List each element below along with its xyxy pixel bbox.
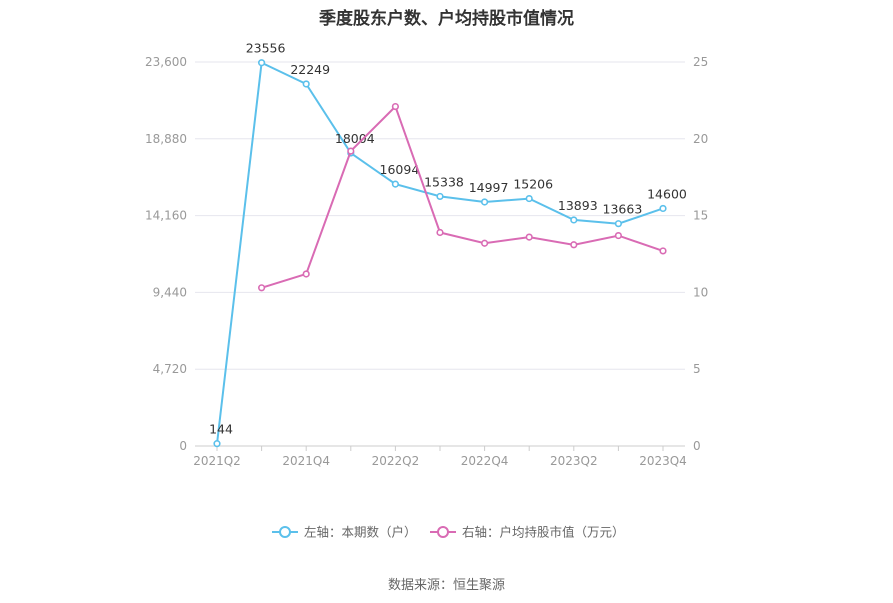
data-point-shareholders (525, 194, 533, 203)
right-axis-tick-label: 5 (693, 362, 701, 376)
left-axis-tick-label: 4,720 (153, 362, 187, 376)
data-point-shareholders (436, 192, 444, 201)
chart-title: 季度股东户数、户均持股市值情况 (319, 9, 574, 29)
right-axis-tick-label: 25 (693, 55, 708, 69)
data-label: 144 (209, 422, 233, 437)
data-label: 22249 (290, 62, 330, 77)
data-point-shareholders (659, 204, 667, 213)
data-point-shareholders (258, 59, 266, 67)
data-label: 15206 (513, 177, 553, 192)
series-line-avg-holding-value (261, 104, 664, 289)
x-axis-tick-label: 2022Q4 (461, 454, 509, 468)
data-label: 14600 (647, 186, 687, 201)
data-point-shareholders (614, 220, 623, 228)
right-axis-tick-label: 15 (693, 209, 708, 223)
data-point-shareholders (302, 80, 310, 88)
data-point-shareholders (481, 198, 489, 206)
right-axis-tick-label: 0 (693, 439, 701, 453)
legend-label: 左轴：本期数（户） (304, 525, 417, 540)
data-label: 14997 (469, 180, 509, 195)
data-point-shareholders (570, 216, 578, 224)
data-point-shareholders (391, 180, 400, 188)
x-axis-tick-label: 2022Q2 (372, 454, 420, 468)
left-axis-tick-label: 0 (179, 439, 187, 453)
series-line-shareholders (216, 61, 664, 444)
left-axis-tick-label: 14,160 (145, 209, 187, 223)
data-point-avg-holding-value (525, 233, 533, 241)
legend-label: 右轴：户均持股市值（万元） (462, 525, 625, 540)
data-point-avg-holding-value (258, 284, 266, 292)
data-point-avg-holding-value (659, 247, 667, 255)
data-label: 16094 (380, 162, 420, 177)
left-axis-tick-label: 9,440 (153, 285, 187, 299)
data-label: 15338 (424, 174, 464, 189)
data-point-avg-holding-value (481, 239, 489, 247)
data-label: 18004 (335, 131, 375, 146)
right-axis-tick-label: 20 (693, 132, 708, 146)
right-axis-tick-label: 10 (693, 285, 708, 299)
left-axis-tick-label: 23,600 (145, 55, 187, 69)
x-axis-tick-label: 2021Q2 (193, 454, 241, 468)
data-point-avg-holding-value (347, 147, 355, 155)
data-label: 23556 (246, 41, 286, 56)
data-point-avg-holding-value (570, 241, 578, 249)
data-point-shareholders (213, 440, 221, 448)
legend-marker (279, 526, 291, 538)
left-axis-tick-label: 18,880 (145, 132, 187, 146)
x-axis-tick-label: 2021Q4 (282, 454, 330, 468)
data-point-avg-holding-value (436, 228, 444, 237)
legend-marker (437, 526, 449, 538)
data-label: 13663 (603, 202, 643, 217)
x-axis-tick-label: 2023Q4 (639, 454, 687, 468)
data-label: 13893 (558, 198, 598, 213)
x-axis-tick-label: 2023Q2 (550, 454, 598, 468)
data-point-avg-holding-value (391, 102, 400, 111)
data-point-avg-holding-value (614, 231, 623, 240)
data-source: 数据来源：恒生聚源 (387, 578, 505, 593)
data-point-avg-holding-value (302, 270, 310, 278)
